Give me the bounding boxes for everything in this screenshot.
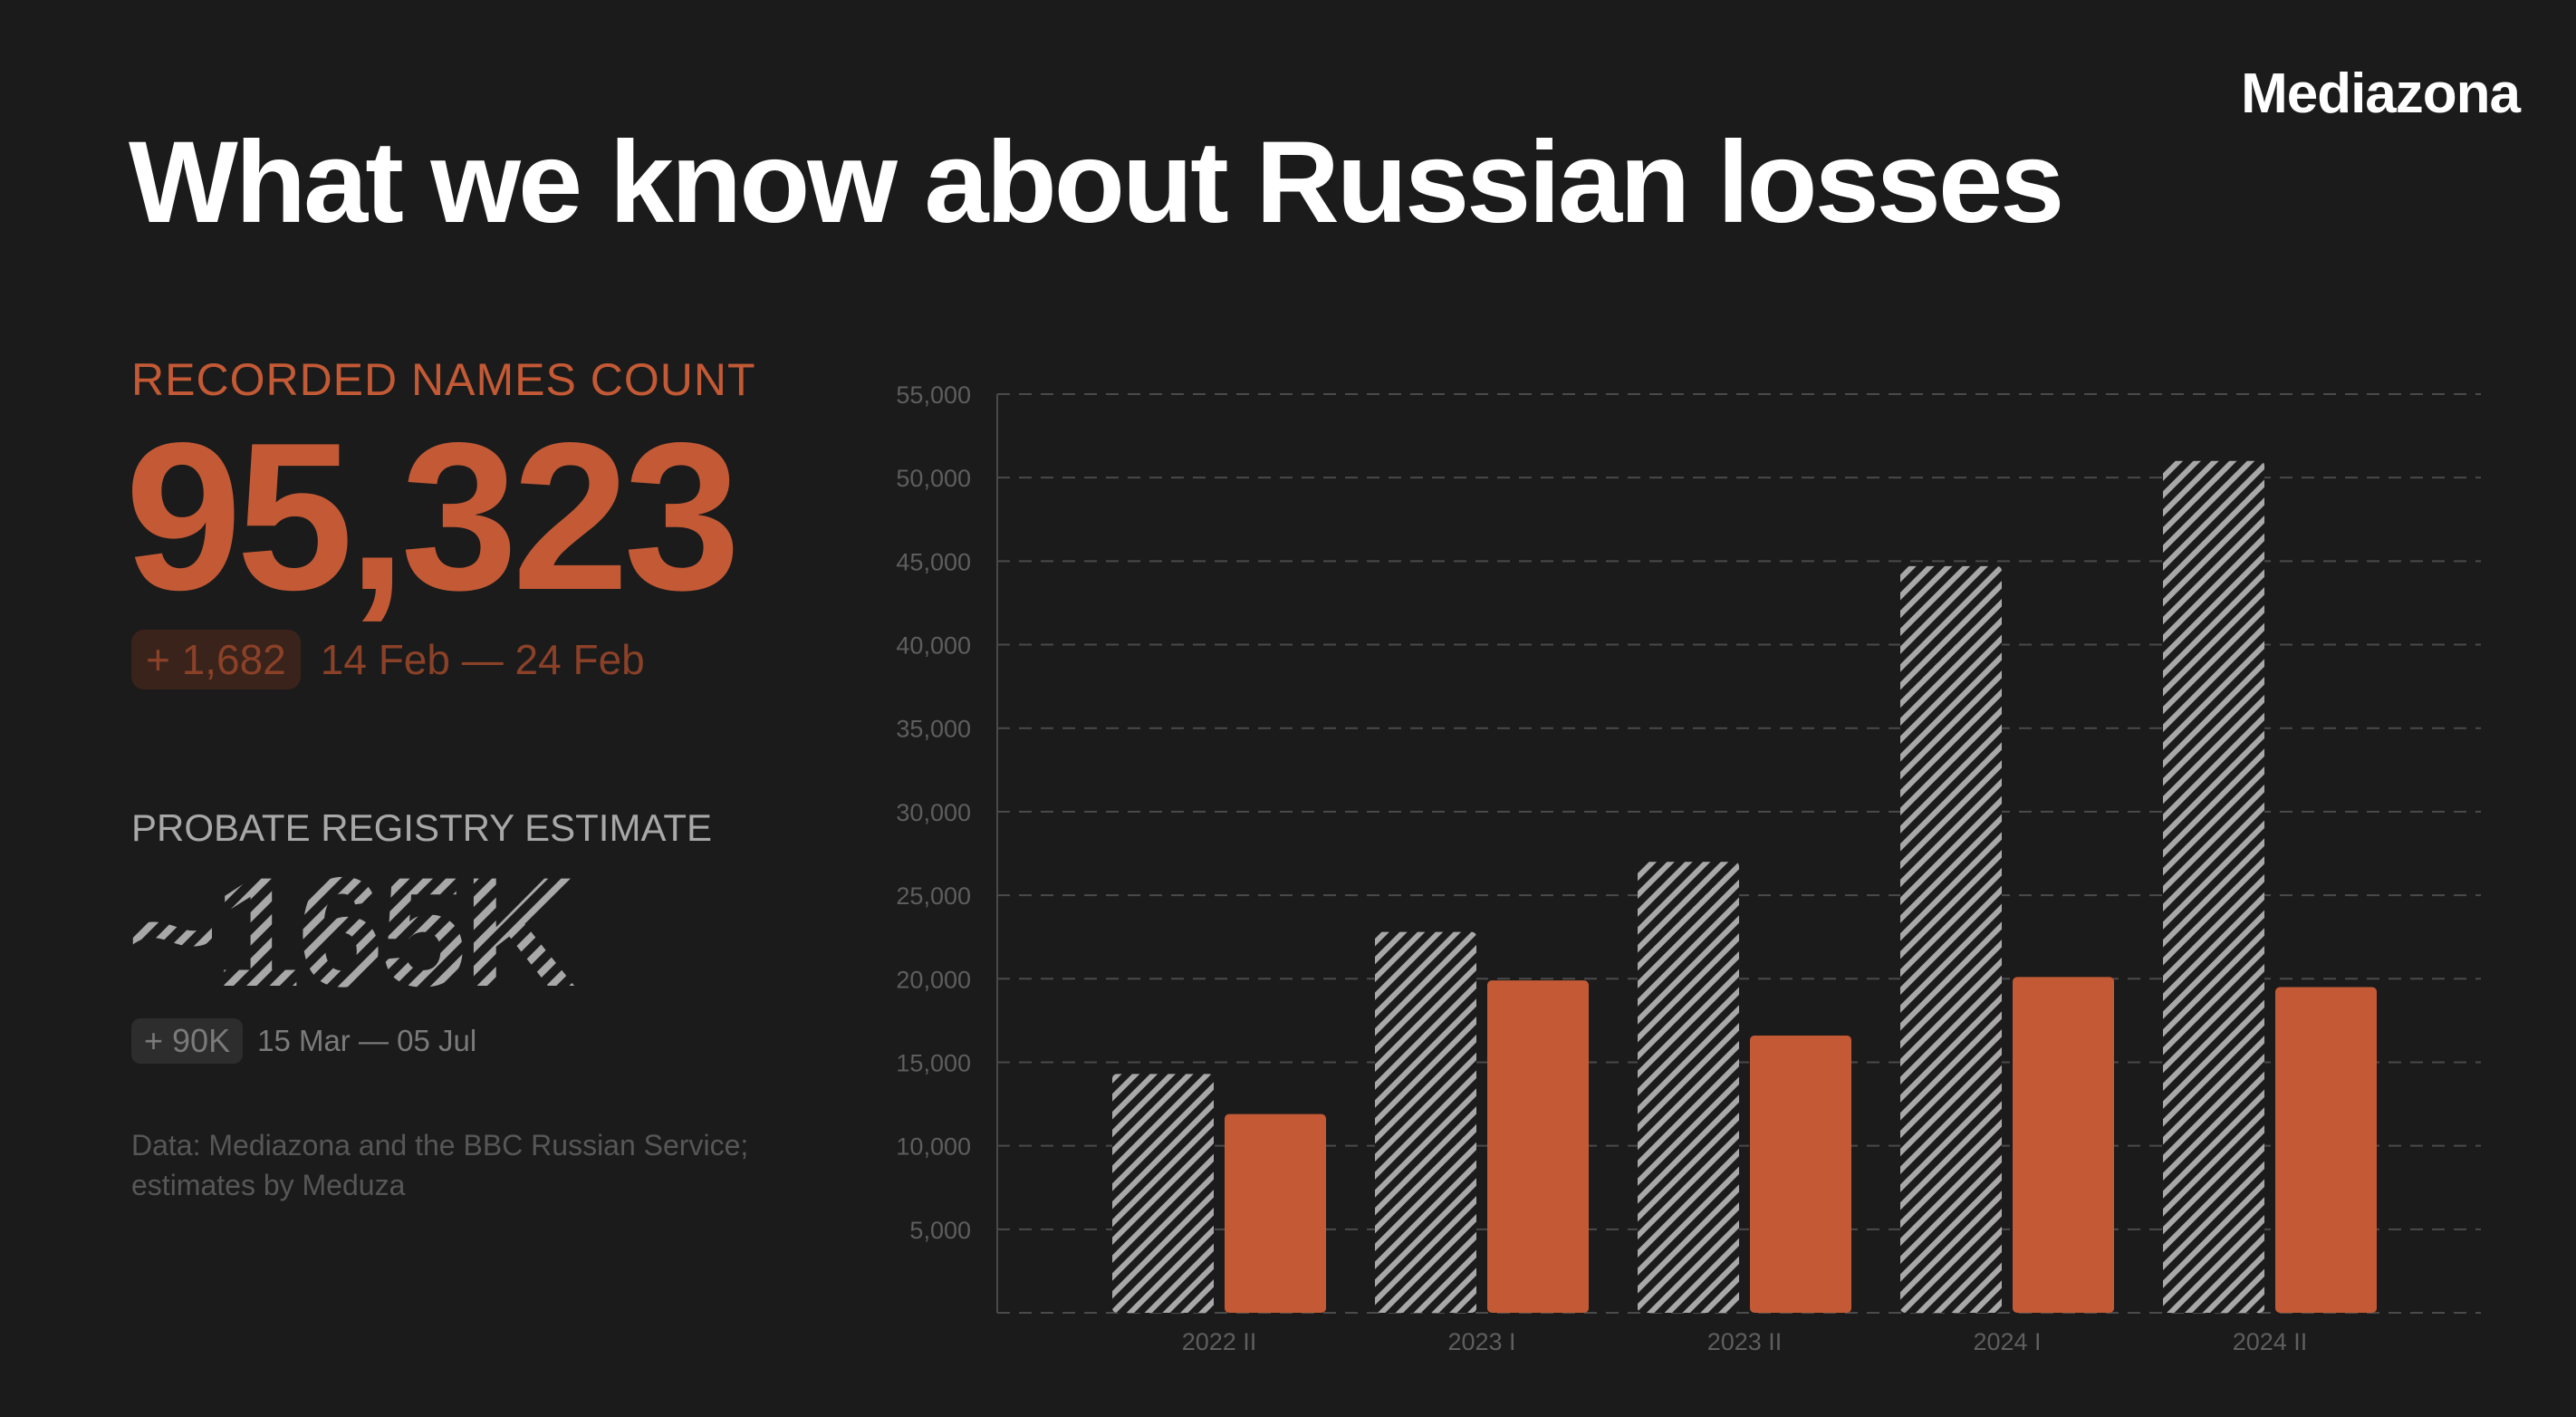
- bar-hatched: [1112, 1074, 1214, 1313]
- y-tick-label: 35,000: [896, 716, 971, 743]
- y-tick-label: 45,000: [896, 548, 971, 575]
- x-tick-label: 2024 II: [2233, 1328, 2308, 1355]
- bar-orange: [1750, 1035, 1851, 1313]
- x-tick-label: 2023 II: [1707, 1328, 1783, 1355]
- bar-hatched: [1900, 565, 2002, 1313]
- recorded-value: 95,323: [125, 400, 741, 634]
- bar-orange: [1487, 980, 1589, 1313]
- bar-orange: [2013, 977, 2114, 1313]
- probate-delta-badge: + 90K: [131, 1018, 244, 1064]
- probate-value-graphic: ~165K: [127, 852, 578, 1006]
- y-tick-label: 5,000: [909, 1217, 971, 1244]
- probate-period: 15 Mar — 05 Jul: [257, 1024, 477, 1057]
- bar-hatched: [1375, 931, 1476, 1313]
- bar-orange: [1225, 1113, 1326, 1313]
- y-tick-label: 10,000: [896, 1133, 971, 1161]
- y-tick-label: 50,000: [896, 465, 971, 492]
- y-tick-label: 20,000: [896, 966, 971, 993]
- bar-hatched: [1638, 862, 1739, 1313]
- page-title: What we know about Russian losses: [129, 118, 2064, 247]
- recorded-period: 14 Feb — 24 Feb: [320, 636, 645, 683]
- recorded-label: RECORDED NAMES COUNT: [131, 354, 756, 405]
- recorded-delta-row: + 1,682 14 Feb — 24 Feb: [131, 630, 645, 689]
- bar-hatched: [2163, 460, 2264, 1313]
- y-tick-label: 15,000: [896, 1049, 971, 1076]
- y-tick-label: 55,000: [896, 381, 971, 409]
- recorded-delta-badge: + 1,682: [131, 630, 301, 689]
- x-tick-label: 2023 I: [1447, 1328, 1515, 1355]
- x-tick-label: 2022 II: [1182, 1328, 1257, 1355]
- x-tick-label: 2024 I: [1973, 1328, 2041, 1355]
- probate-value: ~165K: [127, 852, 574, 1006]
- y-tick-label: 25,000: [896, 882, 971, 910]
- brand-logo: Mediazona: [2241, 63, 2521, 125]
- y-tick-label: 30,000: [896, 799, 971, 826]
- y-tick-label: 40,000: [896, 632, 971, 660]
- bar-orange: [2275, 987, 2377, 1313]
- probate-delta-row: + 90K 15 Mar — 05 Jul: [131, 1018, 476, 1064]
- probate-label: PROBATE REGISTRY ESTIMATE: [131, 806, 713, 849]
- data-source-note: Data: Mediazona and the BBC Russian Serv…: [131, 1129, 749, 1201]
